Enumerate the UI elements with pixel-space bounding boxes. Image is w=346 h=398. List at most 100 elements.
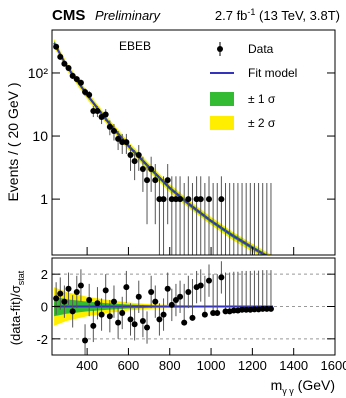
pull-point: [69, 308, 76, 315]
pull-point: [189, 314, 196, 321]
lumi-rest: (13 TeV, 3.8T): [255, 8, 340, 23]
pull-point: [156, 316, 163, 323]
data-point: [94, 107, 101, 114]
data-point: [115, 135, 122, 142]
pull-point: [61, 298, 68, 305]
x-label-m: m: [271, 377, 283, 393]
x-tick-label: 600: [118, 358, 140, 373]
pull-point: [152, 298, 159, 305]
x-tick-label: 1400: [279, 358, 308, 373]
data-point: [197, 196, 204, 203]
pull-point: [123, 284, 130, 291]
legend-marker: [210, 116, 234, 130]
pull-point: [115, 319, 122, 326]
data-point: [148, 166, 155, 173]
pull-point: [106, 313, 113, 320]
pull-point: [73, 288, 80, 295]
pull-point: [90, 322, 97, 329]
pull-point: [181, 319, 188, 326]
pull-point: [135, 293, 142, 300]
ratio-area: [52, 261, 335, 355]
x-label-sub: γ γ: [282, 386, 294, 396]
pull-point: [177, 293, 184, 300]
frame: [51, 29, 336, 256]
legend-label: ± 2 σ: [248, 116, 276, 130]
pull-point: [65, 285, 72, 292]
lumi-label: 2.7 fb-1 (13 TeV, 3.8T): [215, 7, 340, 23]
pull-point: [110, 298, 117, 305]
pull-point: [172, 297, 179, 304]
pull-point: [263, 305, 270, 312]
x-tick-label: 800: [159, 358, 181, 373]
ratio-y-sub: stat: [16, 270, 26, 285]
data-point: [86, 91, 93, 98]
data-point: [102, 111, 109, 118]
pull-point: [251, 306, 258, 313]
x-tick-label: 1600: [321, 358, 346, 373]
data-point: [61, 60, 68, 67]
pull-point: [119, 309, 126, 316]
pull-point: [86, 297, 93, 304]
pull-point: [259, 305, 266, 312]
data-point: [177, 196, 184, 203]
pull-point: [160, 311, 167, 318]
pull-point: [205, 277, 212, 284]
data-point: [185, 196, 192, 203]
data-point: [106, 123, 113, 130]
data-point: [119, 139, 126, 146]
data-point: [77, 79, 84, 86]
data-point: [205, 196, 212, 203]
pull-point: [230, 307, 237, 314]
ratio-y-label: (data-fit)/σstat: [8, 270, 26, 345]
pull-point: [243, 306, 250, 313]
data-point: [139, 166, 146, 173]
preliminary-label: Preliminary: [95, 8, 162, 23]
y-tick-label: 10²: [28, 65, 49, 81]
x-tick-label: 1000: [197, 358, 226, 373]
y-tick-label: 0: [41, 300, 48, 315]
data-point: [135, 152, 142, 159]
pull-point: [214, 309, 221, 316]
pull-point: [102, 287, 109, 294]
data-point: [90, 107, 97, 114]
data-point: [73, 76, 80, 83]
frame: [51, 257, 336, 356]
lumi: 2.7 fb: [215, 8, 248, 23]
data-point: [127, 152, 134, 159]
pull-point: [139, 318, 146, 325]
legend-label: Data: [248, 42, 274, 56]
x-tick-label: 400: [76, 358, 98, 373]
pull-point: [57, 290, 64, 297]
ratio-y-text: (data-fit)/σ: [8, 285, 23, 345]
pull-point: [94, 300, 101, 307]
lumi-sup: -1: [247, 7, 255, 17]
pull-point: [239, 306, 246, 313]
data-point: [152, 177, 159, 184]
data-point: [193, 196, 200, 203]
cms-label: CMS: [52, 7, 85, 24]
data-point: [218, 196, 225, 203]
legend-label: Fit model: [248, 66, 297, 80]
category-label: EBEB: [119, 39, 151, 53]
pull-point: [144, 324, 151, 331]
pull-point: [131, 321, 138, 328]
data-point: [156, 196, 163, 203]
y-tick-label: 10: [32, 128, 48, 144]
x-axis-label: mγ γ (GeV): [271, 377, 335, 396]
pull-point: [164, 285, 171, 292]
y-tick-label: 1: [40, 191, 48, 207]
pull-point: [77, 282, 84, 289]
legend-label: ± 1 σ: [248, 92, 276, 106]
pull-point: [168, 301, 175, 308]
pull-point: [148, 288, 155, 295]
pull-point: [53, 295, 60, 302]
pull-point: [218, 274, 225, 281]
data-point: [172, 196, 179, 203]
data-point: [160, 196, 167, 203]
plot-area: [53, 39, 272, 255]
data-point: [131, 158, 138, 165]
legend-marker: [210, 92, 234, 106]
x-label-rest: (GeV): [294, 377, 335, 393]
pull-point: [197, 282, 204, 289]
